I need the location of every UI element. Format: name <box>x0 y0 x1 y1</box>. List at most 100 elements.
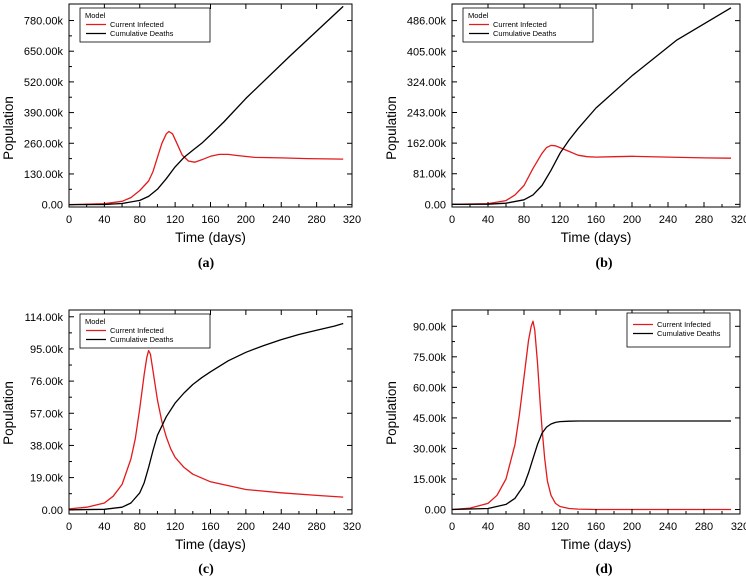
x-tick-label: 120 <box>166 521 184 533</box>
panel-label: (d) <box>595 562 612 577</box>
chart-panel-3: 0 40 80 120 160 200 240 280 320 0.00 19.00k 38.00k 5… <box>1 309 361 577</box>
y-tick-label: 0.00 <box>425 505 446 517</box>
x-axis-label: Time (days) <box>561 230 632 245</box>
legend-entry: Current Infected <box>110 326 164 335</box>
x-tick-label: 80 <box>518 521 530 533</box>
x-tick-label: 120 <box>551 214 569 226</box>
legend-title: Model <box>85 317 106 326</box>
x-tick-label: 0 <box>449 521 455 533</box>
x-tick-label: 280 <box>695 521 713 533</box>
y-tick-label: 520.00k <box>24 77 64 89</box>
x-tick-label: 160 <box>201 214 219 226</box>
y-tick-label: 0.00 <box>42 200 63 212</box>
y-tick-label: 75.00k <box>413 352 447 364</box>
series-line-current-infected <box>69 349 344 510</box>
x-tick-label: 80 <box>518 214 530 226</box>
legend-title: Model <box>85 11 106 20</box>
y-tick-label: 114.00k <box>25 312 64 324</box>
chart-panel-2: 0 40 80 120 160 200 240 280 320 0.00 81.00k 162.00k… <box>384 3 746 271</box>
y-tick-label: 57.00k <box>30 408 64 420</box>
y-tick-label: 15.00k <box>413 474 447 486</box>
x-tick-label: 200 <box>623 214 641 226</box>
series-line-current-infected <box>452 144 732 206</box>
y-tick-label: 30.00k <box>413 443 447 455</box>
legend-entry: Current Infected <box>493 20 547 29</box>
chart-panel-4: 0 40 80 120 160 200 240 280 320 0.00 15.00k 30.00k 4… <box>384 309 746 577</box>
legend-entry: Current Infected <box>110 20 164 29</box>
legend-entry: Current Infected <box>657 320 711 329</box>
x-axis-label: Time (days) <box>175 230 246 245</box>
legend-entry: Cumulative Deaths <box>110 335 174 344</box>
y-tick-label: 19.00k <box>30 473 64 485</box>
series-line-cumulative-deaths <box>452 420 731 511</box>
y-tick-label: 45.00k <box>413 413 447 425</box>
legend-entry: Cumulative Deaths <box>110 29 174 38</box>
x-tick-label: 160 <box>587 214 605 226</box>
x-tick-label: 320 <box>343 521 361 533</box>
x-tick-label: 240 <box>272 214 290 226</box>
chart-panel-1: 0 40 80 120 160 200 240 280 320 0.00 130.00k 260.00… <box>1 3 361 271</box>
y-tick-label: 76.00k <box>30 376 64 388</box>
x-tick-label: 280 <box>307 521 325 533</box>
y-axis-label: Population <box>384 381 399 445</box>
x-axis-label: Time (days) <box>561 537 632 552</box>
y-tick-label: 260.00k <box>24 138 64 150</box>
x-tick-label: 40 <box>98 214 110 226</box>
series-line-cumulative-deaths <box>69 322 344 511</box>
x-axis-label: Time (days) <box>175 537 246 552</box>
y-tick-label: 90.00k <box>413 321 447 333</box>
x-tick-label: 240 <box>659 521 677 533</box>
x-tick-label: 240 <box>659 214 677 226</box>
x-tick-label: 160 <box>587 521 605 533</box>
x-tick-label: 200 <box>237 214 255 226</box>
y-tick-label: 243.00k <box>407 107 447 119</box>
y-tick-label: 81.00k <box>413 169 447 181</box>
x-tick-label: 120 <box>551 521 569 533</box>
y-axis-label: Population <box>1 96 16 160</box>
x-tick-label: 80 <box>134 214 146 226</box>
x-tick-label: 40 <box>98 521 110 533</box>
x-tick-label: 0 <box>449 214 455 226</box>
y-tick-label: 650.00k <box>24 46 64 58</box>
y-axis-label: Population <box>384 96 399 160</box>
y-tick-label: 95.00k <box>30 344 64 356</box>
legend-entry: Cumulative Deaths <box>657 329 721 338</box>
x-tick-label: 240 <box>272 521 290 533</box>
y-tick-label: 162.00k <box>407 138 447 150</box>
y-axis-label: Population <box>1 381 16 445</box>
x-tick-label: 40 <box>482 214 494 226</box>
x-tick-label: 120 <box>166 214 184 226</box>
y-tick-label: 130.00k <box>24 169 64 181</box>
series-line-cumulative-deaths <box>452 7 732 206</box>
x-tick-label: 80 <box>134 521 146 533</box>
panel-label: (a) <box>198 256 215 271</box>
x-tick-label: 40 <box>482 521 494 533</box>
legend-entry: Cumulative Deaths <box>493 29 557 38</box>
y-tick-label: 60.00k <box>413 382 447 394</box>
y-tick-label: 486.00k <box>407 16 447 28</box>
x-tick-label: 160 <box>201 521 219 533</box>
x-tick-label: 0 <box>66 214 72 226</box>
panel-label: (b) <box>595 256 612 271</box>
y-tick-label: 390.00k <box>24 108 64 120</box>
y-tick-label: 405.00k <box>407 46 447 58</box>
y-tick-label: 780.00k <box>24 16 64 28</box>
legend-title: Model <box>468 11 489 20</box>
series-line-cumulative-deaths <box>69 5 344 206</box>
x-tick-label: 320 <box>343 214 361 226</box>
x-tick-label: 200 <box>623 521 641 533</box>
series-line-current-infected <box>69 130 344 206</box>
y-tick-label: 0.00 <box>425 199 446 211</box>
y-tick-label: 38.00k <box>30 440 64 452</box>
x-tick-label: 0 <box>66 521 72 533</box>
x-tick-label: 280 <box>307 214 325 226</box>
y-tick-label: 324.00k <box>407 77 447 89</box>
x-tick-label: 280 <box>695 214 713 226</box>
series-line-current-infected <box>452 320 731 511</box>
x-tick-label: 200 <box>237 521 255 533</box>
x-tick-label: 320 <box>731 214 746 226</box>
